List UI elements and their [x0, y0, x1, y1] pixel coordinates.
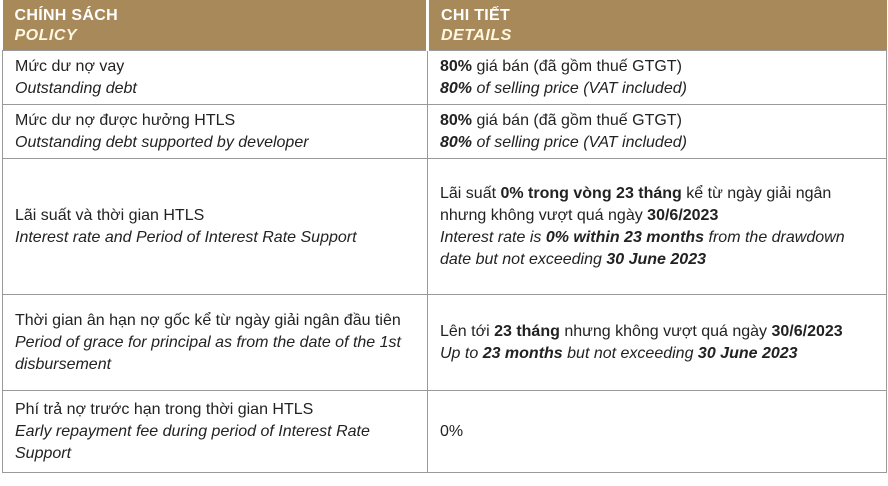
detail-vi-bold: 80%	[440, 112, 473, 129]
detail-vi-text-1: kể từ ngày giải ngân nhưng không vượt qu…	[440, 185, 832, 224]
detail-en-bold-1: 23 months	[482, 345, 563, 362]
table-row: Mức dư nợ được hưởng HTLS Outstanding de…	[2, 104, 887, 159]
policy-en: Interest rate and Period of Interest Rat…	[15, 229, 357, 246]
policy-en: Period of grace for principal as from th…	[15, 334, 401, 373]
table-row: Phí trả nợ trước hạn trong thời gian HTL…	[2, 390, 887, 473]
detail-cell: Lãi suất 0% trong vòng 23 tháng kể từ ng…	[427, 158, 887, 295]
policy-vi: Phí trả nợ trước hạn trong thời gian HTL…	[15, 401, 314, 418]
detail-vi-bold-2: 30/6/2023	[771, 323, 843, 340]
detail-en: Up to 23 months but not exceeding 30 Jun…	[440, 343, 876, 365]
detail-en-text: of selling price (VAT included)	[472, 80, 687, 97]
detail-en-text-0: Up to	[440, 345, 483, 362]
detail-cell: 80% giá bán (đã gồm thuế GTGT) 80% of se…	[427, 50, 887, 105]
policy-en: Outstanding debt supported by developer	[15, 134, 309, 151]
detail-en-text: of selling price (VAT included)	[472, 134, 687, 151]
detail-en-bold: 80%	[440, 134, 473, 151]
policy-cell: Mức dư nợ vay Outstanding debt	[2, 50, 428, 105]
detail-vi-bold-1: 0% trong vòng 23 tháng	[500, 185, 682, 202]
detail-en-text-1: but not exceeding	[562, 345, 698, 362]
detail-vi: Lãi suất 0% trong vòng 23 tháng kể từ ng…	[440, 183, 876, 227]
policy-cell: Thời gian ân hạn nợ gốc kể từ ngày giải …	[2, 294, 428, 391]
table-header-row: CHÍNH SÁCH POLICY CHI TIẾT DETAILS	[2, 0, 887, 51]
detail-en: Interest rate is 0% within 23 months fro…	[440, 227, 876, 271]
detail-en: 80% of selling price (VAT included)	[440, 78, 876, 100]
detail-en-text-0: Interest rate is	[440, 229, 546, 246]
detail-vi: Lên tới 23 tháng nhưng không vượt quá ng…	[440, 321, 876, 343]
detail-value: 0%	[440, 423, 464, 440]
detail-cell: 80% giá bán (đã gồm thuế GTGT) 80% of se…	[427, 104, 887, 159]
policy-en: Outstanding debt	[15, 80, 137, 97]
detail-cell: 0%	[427, 390, 887, 473]
header-policy: CHÍNH SÁCH POLICY	[2, 0, 429, 51]
header-policy-vi: CHÍNH SÁCH	[14, 7, 118, 24]
detail-vi: 80% giá bán (đã gồm thuế GTGT)	[440, 110, 876, 132]
detail-cell: Lên tới 23 tháng nhưng không vượt quá ng…	[427, 294, 887, 391]
detail-en: 80% of selling price (VAT included)	[440, 132, 876, 154]
detail-vi-bold: 80%	[440, 58, 473, 75]
detail-vi-text-0: Lên tới	[440, 323, 495, 340]
detail-en-bold-2: 30 June 2023	[697, 345, 798, 362]
header-details-en: DETAILS	[441, 27, 512, 44]
detail-en-bold: 80%	[440, 80, 473, 97]
table-row: Thời gian ân hạn nợ gốc kể từ ngày giải …	[2, 294, 887, 391]
policy-vi: Thời gian ân hạn nợ gốc kể từ ngày giải …	[15, 312, 401, 329]
detail-en-bold-2: 30 June 2023	[606, 251, 706, 268]
policy-cell: Mức dư nợ được hưởng HTLS Outstanding de…	[2, 104, 428, 159]
detail-vi-text-1: nhưng không vượt quá ngày	[559, 323, 772, 340]
header-details-vi: CHI TIẾT	[441, 7, 511, 24]
table-row: Mức dư nợ vay Outstanding debt 80% giá b…	[2, 50, 887, 105]
table-row: Lãi suất và thời gian HTLS Interest rate…	[2, 158, 887, 295]
detail-en-text-1: from the drawdown date but not exceeding	[440, 229, 845, 268]
header-policy-en: POLICY	[14, 27, 78, 44]
detail-vi: 80% giá bán (đã gồm thuế GTGT)	[440, 56, 876, 78]
detail-vi-text: giá bán (đã gồm thuế GTGT)	[472, 58, 682, 75]
policy-cell: Phí trả nợ trước hạn trong thời gian HTL…	[2, 390, 428, 473]
policy-vi: Mức dư nợ được hưởng HTLS	[15, 112, 236, 129]
policy-vi: Mức dư nợ vay	[15, 58, 125, 75]
detail-vi-text: giá bán (đã gồm thuế GTGT)	[472, 112, 682, 129]
policy-en: Early repayment fee during period of Int…	[15, 423, 370, 462]
policy-cell: Lãi suất và thời gian HTLS Interest rate…	[2, 158, 428, 295]
detail-en-bold-1: 0% within 23 months	[545, 229, 705, 246]
detail-vi-bold-2: 30/6/2023	[647, 207, 719, 224]
detail-vi-bold-1: 23 tháng	[494, 323, 560, 340]
policy-table: CHÍNH SÁCH POLICY CHI TIẾT DETAILS Mức d…	[2, 0, 887, 473]
policy-vi: Lãi suất và thời gian HTLS	[15, 207, 205, 224]
header-details: CHI TIẾT DETAILS	[427, 0, 887, 51]
detail-vi-text-0: Lãi suất	[440, 185, 501, 202]
